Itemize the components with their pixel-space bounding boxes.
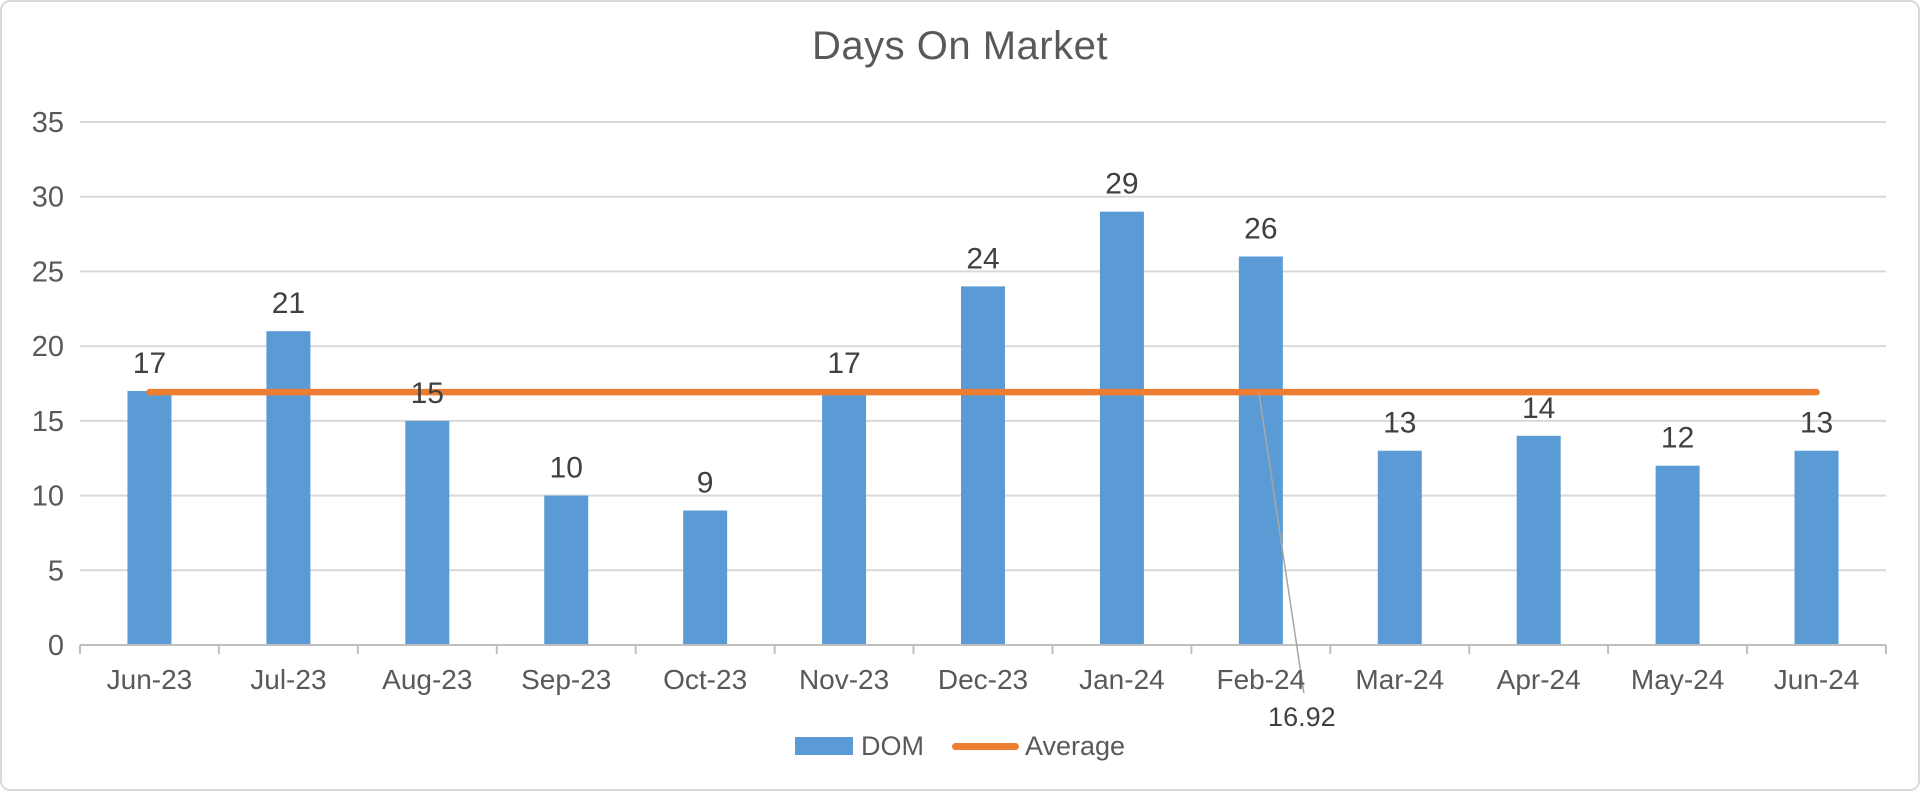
bar-feb-24[interactable]	[1238, 256, 1283, 645]
data-label: 15	[411, 377, 444, 410]
legend-dom-label: DOM	[860, 730, 924, 761]
y-axis-tick-label: 30	[32, 182, 64, 214]
y-axis-tick-label: 35	[32, 107, 64, 139]
x-axis-label-jul-23: Jul-23	[250, 664, 326, 695]
bar-apr-24[interactable]	[1516, 435, 1561, 645]
bar-oct-23[interactable]	[683, 510, 728, 645]
legend: DOM Average	[2, 729, 1918, 763]
data-label: 12	[1661, 422, 1694, 455]
x-axis-label-apr-24: Apr-24	[1497, 664, 1581, 695]
x-axis-label-oct-23: Oct-23	[663, 664, 747, 695]
y-axis-tick-label: 25	[32, 256, 64, 288]
x-axis-label-jun-24: Jun-24	[1774, 664, 1860, 695]
x-axis-label-jun-23: Jun-23	[107, 664, 193, 695]
data-label: 26	[1244, 212, 1277, 245]
bar-dec-23[interactable]	[961, 286, 1005, 645]
y-axis-tick-label: 5	[48, 555, 64, 587]
data-label: 29	[1105, 168, 1138, 201]
y-axis-tick-label: 0	[48, 630, 64, 662]
y-axis-tick-label: 20	[32, 331, 64, 363]
x-axis-label-nov-23: Nov-23	[799, 664, 889, 695]
legend-average-label: Average	[1024, 730, 1126, 761]
y-axis-tick-label: 10	[32, 481, 64, 513]
x-axis-label-may-24: May-24	[1631, 664, 1724, 695]
x-axis-label-feb-24: Feb-24	[1216, 664, 1305, 695]
bar-mar-24[interactable]	[1377, 450, 1422, 645]
bar-may-24[interactable]	[1655, 465, 1700, 645]
data-label: 17	[133, 347, 166, 380]
bar-sep-23[interactable]	[544, 495, 589, 645]
bar-jun-23[interactable]	[127, 390, 172, 645]
dom-series-swatch	[794, 737, 853, 755]
x-axis-label-dec-23: Dec-23	[938, 664, 1028, 695]
bar-nov-23[interactable]	[822, 390, 867, 645]
callout-leader-line	[1258, 392, 1305, 694]
average-value-callout: 16.92	[1268, 702, 1336, 732]
x-axis-label-aug-23: Aug-23	[382, 664, 472, 695]
data-label: 24	[966, 242, 999, 275]
data-label: 10	[550, 452, 583, 485]
data-label: 13	[1800, 407, 1833, 440]
bar-jan-24[interactable]	[1099, 211, 1144, 645]
bar-jul-23[interactable]	[266, 331, 311, 645]
data-label: 9	[697, 467, 714, 500]
x-axis-label-jan-24: Jan-24	[1079, 664, 1165, 695]
average-series-swatch	[951, 742, 1019, 750]
y-axis-tick-label: 15	[32, 406, 64, 438]
data-label: 13	[1383, 407, 1416, 440]
data-label: 17	[827, 347, 860, 380]
legend-item-dom[interactable]: DOM	[794, 730, 924, 762]
bar-aug-23[interactable]	[405, 420, 450, 645]
chart-title: Days On Market	[812, 24, 1108, 68]
bar-jun-24[interactable]	[1794, 450, 1839, 645]
data-label: 21	[272, 287, 305, 320]
x-axis-label-mar-24: Mar-24	[1355, 664, 1444, 695]
legend-item-average[interactable]: Average	[951, 730, 1126, 762]
data-label: 14	[1522, 392, 1555, 425]
x-axis-label-sep-23: Sep-23	[521, 664, 611, 695]
